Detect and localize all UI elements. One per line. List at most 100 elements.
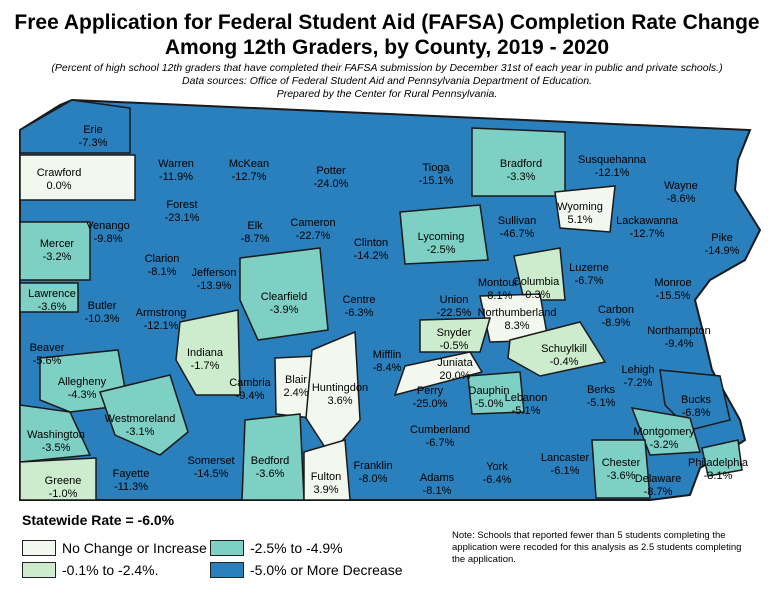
county-shape-schuylkill xyxy=(507,321,607,377)
county-value-philadelphia: -3.1% xyxy=(704,470,733,482)
county-value-blair: 2.4% xyxy=(283,387,308,399)
county-name-columbia: Columbia xyxy=(513,276,560,288)
county-name-centre: Centre xyxy=(342,294,375,306)
county-value-bedford: -3.6% xyxy=(256,468,285,480)
county-name-westmoreland: Westmoreland xyxy=(105,413,176,425)
legend-label-light-green: -0.1% to -2.4%. xyxy=(62,562,159,578)
county-value-indiana: -1.7% xyxy=(191,360,220,372)
county-shape-dauphin xyxy=(467,371,525,415)
county-shape-wyoming xyxy=(554,185,616,233)
county-name-washington: Washington xyxy=(27,429,85,441)
county-name-forest: Forest xyxy=(166,199,197,211)
county-value-lebanon: -5.1% xyxy=(512,405,541,417)
county-name-greene: Greene xyxy=(45,475,82,487)
county-value-pike: -14.9% xyxy=(705,245,740,257)
footnote: Note: Schools that reported fewer than 5… xyxy=(452,530,742,565)
map-title-line-1: Free Application for Federal Student Aid… xyxy=(14,11,760,34)
county-value-crawford: 0.0% xyxy=(46,180,71,192)
county-shape-philadelphia xyxy=(701,439,743,477)
legend-item-blue: -5.0% or More Decrease xyxy=(210,562,403,578)
county-name-huntingdon: Huntingdon xyxy=(312,382,368,394)
county-name-philadelphia: Philadelphia xyxy=(688,457,749,469)
county-name-crawford: Crawford xyxy=(37,167,82,179)
county-value-jefferson: -13.9% xyxy=(197,280,232,292)
legend-swatch-teal xyxy=(210,540,244,556)
county-value-snyder: -0.5% xyxy=(440,340,469,352)
county-value-bradford: -3.3% xyxy=(507,171,536,183)
county-name-susquehanna: Susquehanna xyxy=(578,154,647,166)
county-name-lebanon: Lebanon xyxy=(505,392,548,404)
county-value-franklin: -8.0% xyxy=(359,473,388,485)
county-value-clearfield: -3.9% xyxy=(270,304,299,316)
county-value-dauphin: -5.0% xyxy=(475,398,504,410)
county-name-juniata: Juniata xyxy=(437,357,473,369)
county-value-cambria: -9.4% xyxy=(236,390,265,402)
county-name-venango: Venango xyxy=(86,220,129,232)
county-labels: Erie-7.3%Crawford0.0%Warren-11.9%McKean-… xyxy=(27,124,749,500)
county-name-wayne: Wayne xyxy=(664,180,698,192)
county-name-cumberland: Cumberland xyxy=(410,424,470,436)
county-value-delaware: -8.7% xyxy=(644,486,673,498)
map-subtitle-line-3: Prepared by the Center for Rural Pennsyl… xyxy=(276,88,498,100)
legend-label-blue: -5.0% or More Decrease xyxy=(250,562,403,578)
legend-swatch-blue xyxy=(210,562,244,578)
county-shape-greene xyxy=(19,457,97,501)
county-name-warren: Warren xyxy=(158,158,194,170)
county-name-northampton: Northampton xyxy=(647,325,711,337)
legend-item-teal: -2.5% to -4.9% xyxy=(210,540,343,556)
county-name-lawrence: Lawrence xyxy=(28,288,76,300)
county-value-wyoming: 5.1% xyxy=(567,214,592,226)
county-value-sullivan: -46.7% xyxy=(500,228,535,240)
county-value-lehigh: -7.2% xyxy=(624,377,653,389)
county-name-pike: Pike xyxy=(711,232,732,244)
county-value-beaver: -5.6% xyxy=(33,355,62,367)
county-value-forest: -23.1% xyxy=(165,212,200,224)
county-name-lehigh: Lehigh xyxy=(621,364,654,376)
county-name-potter: Potter xyxy=(316,165,346,177)
legend-swatch-light-green xyxy=(22,562,56,578)
county-shape-bucks xyxy=(659,369,731,431)
county-name-blair: Blair xyxy=(285,374,307,386)
county-name-union: Union xyxy=(440,294,469,306)
county-value-susquehanna: -12.1% xyxy=(595,167,630,179)
county-name-carbon: Carbon xyxy=(598,304,634,316)
county-value-butler: -10.3% xyxy=(85,313,120,325)
county-value-bucks: -6.8% xyxy=(682,407,711,419)
county-name-indiana: Indiana xyxy=(187,347,224,359)
county-shape-crawford xyxy=(19,154,136,201)
county-value-wayne: -8.6% xyxy=(667,193,696,205)
legend-label-teal: -2.5% to -4.9% xyxy=(250,540,343,556)
county-value-greene: -1.0% xyxy=(49,488,78,500)
county-name-allegheny: Allegheny xyxy=(58,376,107,388)
county-name-monroe: Monroe xyxy=(654,277,691,289)
county-shape-clearfield xyxy=(239,247,329,341)
county-value-allegheny: -4.3% xyxy=(68,389,97,401)
map-subtitle-line-2: Data sources: Office of Federal Student … xyxy=(182,75,592,87)
county-shape-huntingdon xyxy=(305,330,361,457)
county-shape-snyder xyxy=(419,317,492,353)
county-value-columbia: -0.3% xyxy=(522,289,551,301)
county-value-fulton: 3.9% xyxy=(313,484,338,496)
county-name-northumberland: Northumberland xyxy=(478,307,557,319)
county-value-luzerne: -6.7% xyxy=(575,275,604,287)
county-name-sullivan: Sullivan xyxy=(498,215,537,227)
county-value-mifflin: -8.4% xyxy=(373,362,402,374)
county-value-washington: -3.5% xyxy=(42,442,71,454)
county-shape-westmoreland xyxy=(99,374,189,456)
county-value-northampton: -9.4% xyxy=(665,338,694,350)
county-shape-washington xyxy=(19,404,92,463)
county-name-lancaster: Lancaster xyxy=(541,452,590,464)
county-name-butler: Butler xyxy=(88,300,117,312)
county-value-cumberland: -6.7% xyxy=(426,437,455,449)
county-map: Erie-7.3%Crawford0.0%Warren-11.9%McKean-… xyxy=(19,98,762,501)
county-name-clearfield: Clearfield xyxy=(261,291,307,303)
county-value-tioga: -15.1% xyxy=(419,175,454,187)
county-name-adams: Adams xyxy=(420,472,455,484)
county-name-bucks: Bucks xyxy=(681,394,711,406)
county-name-perry: Perry xyxy=(417,385,444,397)
county-name-berks: Berks xyxy=(587,384,616,396)
county-value-adams: -8.1% xyxy=(423,485,452,497)
county-shape-fulton xyxy=(303,439,351,501)
county-value-clarion: -8.1% xyxy=(148,266,177,278)
county-name-mercer: Mercer xyxy=(40,238,75,250)
